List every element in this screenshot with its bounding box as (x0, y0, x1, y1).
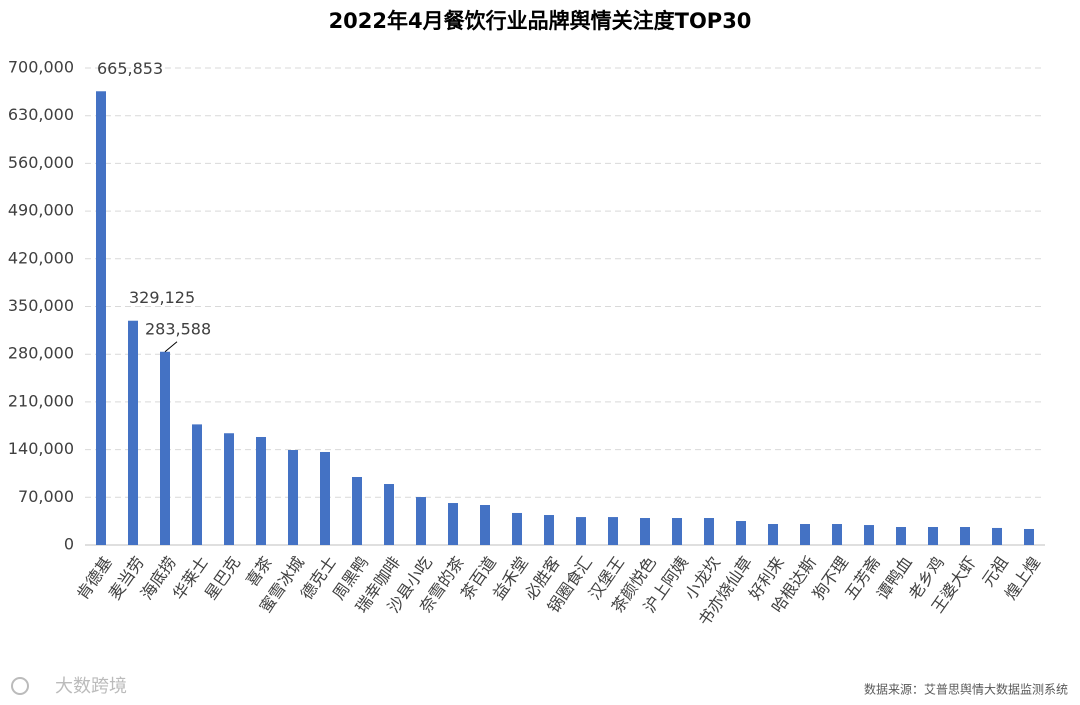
y-tick-label: 210,000 (8, 391, 74, 410)
data-label: 329,125 (129, 288, 195, 307)
bar (128, 320, 138, 545)
bar (448, 503, 458, 545)
bar (832, 524, 842, 545)
bar (736, 521, 746, 545)
bar (480, 505, 490, 545)
bar (576, 517, 586, 545)
y-tick-label: 630,000 (8, 105, 74, 124)
y-tick-label: 280,000 (8, 344, 74, 363)
y-tick-label: 0 (64, 535, 74, 554)
bar (352, 476, 362, 545)
logo-icon (11, 677, 29, 695)
bar (960, 527, 970, 545)
y-tick-label: 490,000 (8, 201, 74, 220)
bar (320, 451, 330, 545)
data-label: 665,853 (97, 59, 163, 78)
bar (96, 91, 106, 545)
bar (512, 512, 522, 545)
y-tick-label: 560,000 (8, 153, 74, 172)
bar (192, 424, 202, 545)
y-tick-label: 350,000 (8, 296, 74, 315)
bar (896, 527, 906, 545)
bar (640, 518, 650, 545)
bar (768, 524, 778, 545)
bar (384, 484, 394, 545)
bar (288, 450, 298, 545)
x-tick-label: 煌上煌 (1001, 553, 1044, 603)
bar (1024, 528, 1034, 545)
bar (800, 524, 810, 545)
x-tick-label: 星巴克 (201, 553, 244, 603)
y-tick-label: 700,000 (8, 58, 74, 77)
bar (672, 518, 682, 545)
leader-line (164, 341, 178, 353)
bar (992, 527, 1002, 545)
y-tick-label: 70,000 (18, 487, 74, 506)
bar (544, 515, 554, 545)
bar (256, 436, 266, 545)
y-tick-label: 420,000 (8, 248, 74, 267)
source: 数据来源：艾普思舆情大数据监测系统 (864, 682, 1068, 697)
logo: 大数跨境 (55, 676, 127, 697)
data-label: 283,588 (145, 319, 211, 338)
bar (864, 525, 874, 545)
chart-title: 2022年4月餐饮行业品牌舆情关注度TOP30 (329, 9, 752, 33)
bar (160, 351, 170, 545)
bar (928, 527, 938, 545)
bar (416, 497, 426, 545)
bar (704, 518, 714, 545)
y-tick-label: 140,000 (8, 439, 74, 458)
bar (224, 433, 234, 545)
bar (608, 517, 618, 545)
